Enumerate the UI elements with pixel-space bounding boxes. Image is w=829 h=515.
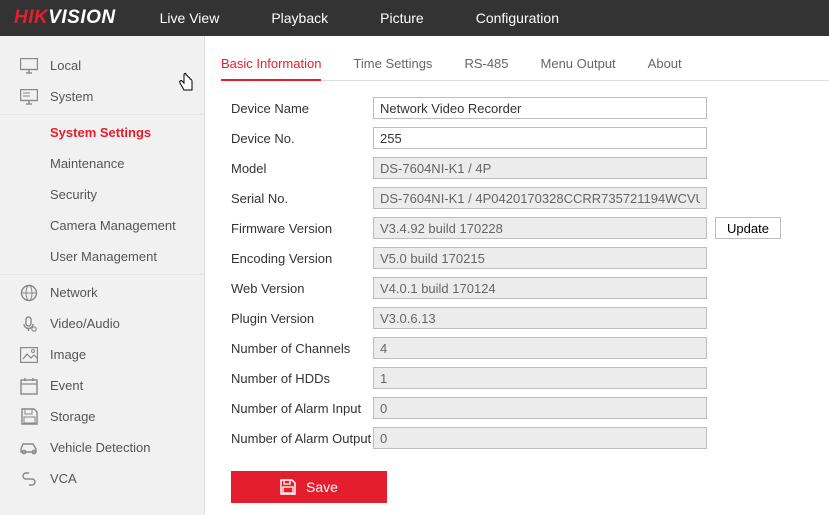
nav-configuration[interactable]: Configuration <box>450 0 585 36</box>
label-serial: Serial No. <box>221 191 373 206</box>
input-hdds <box>373 367 707 389</box>
sidebar-item-vehicle[interactable]: Vehicle Detection <box>0 432 204 463</box>
sidebar-item-video-audio[interactable]: Video/Audio <box>0 308 204 339</box>
sidebar-label-vca: VCA <box>50 471 77 486</box>
sidebar-sub-camera-management[interactable]: Camera Management <box>0 210 204 241</box>
sidebar-sub-maintenance[interactable]: Maintenance <box>0 148 204 179</box>
main-panel: Basic Information Time Settings RS-485 M… <box>205 36 829 515</box>
brand-suffix: VISION <box>48 7 115 28</box>
globe-icon <box>18 282 40 304</box>
label-alarm-out: Number of Alarm Output <box>221 431 373 446</box>
sidebar-item-vca[interactable]: VCA <box>0 463 204 494</box>
tab-time-settings[interactable]: Time Settings <box>353 50 432 80</box>
nav-live-view[interactable]: Live View <box>134 0 246 36</box>
input-channels <box>373 337 707 359</box>
sidebar-label-event: Event <box>50 378 83 393</box>
basic-info-form: Device Name Device No. Model Serial No. … <box>221 81 829 503</box>
sidebar-label-image: Image <box>50 347 86 362</box>
label-channels: Number of Channels <box>221 341 373 356</box>
topnav: Live View Playback Picture Configuration <box>134 0 585 36</box>
sidebar-item-network[interactable]: Network <box>0 277 204 308</box>
sidebar-sub-user-management[interactable]: User Management <box>0 241 204 272</box>
nav-picture[interactable]: Picture <box>354 0 450 36</box>
calendar-icon <box>18 375 40 397</box>
car-icon <box>18 437 40 459</box>
input-model <box>373 157 707 179</box>
input-alarm-out <box>373 427 707 449</box>
floppy-icon <box>18 406 40 428</box>
link-icon <box>18 468 40 490</box>
update-button[interactable]: Update <box>715 217 781 239</box>
brand-logo: HIKVISION <box>0 7 134 29</box>
label-hdds: Number of HDDs <box>221 371 373 386</box>
label-encoding: Encoding Version <box>221 251 373 266</box>
input-plugin <box>373 307 707 329</box>
input-serial <box>373 187 707 209</box>
save-button-label: Save <box>306 479 338 495</box>
label-device-name: Device Name <box>221 101 373 116</box>
brand-prefix: HIK <box>14 7 48 28</box>
label-firmware: Firmware Version <box>221 221 373 236</box>
sidebar-label-system: System <box>50 89 93 104</box>
system-icon <box>18 86 40 108</box>
label-model: Model <box>221 161 373 176</box>
save-icon <box>280 479 296 495</box>
sidebar-item-storage[interactable]: Storage <box>0 401 204 432</box>
label-device-no: Device No. <box>221 131 373 146</box>
sidebar-submenu: System Settings Maintenance Security Cam… <box>0 114 204 275</box>
sidebar-label-storage: Storage <box>50 409 96 424</box>
sidebar-label-local: Local <box>50 58 81 73</box>
tabs: Basic Information Time Settings RS-485 M… <box>221 50 829 81</box>
input-web <box>373 277 707 299</box>
tab-basic-information[interactable]: Basic Information <box>221 50 321 81</box>
monitor-icon <box>18 55 40 77</box>
sidebar-item-system[interactable]: System <box>0 81 204 112</box>
label-plugin: Plugin Version <box>221 311 373 326</box>
save-button[interactable]: Save <box>231 471 387 503</box>
nav-playback[interactable]: Playback <box>245 0 354 36</box>
tab-about[interactable]: About <box>648 50 682 80</box>
sidebar-item-local[interactable]: Local <box>0 50 204 81</box>
image-icon <box>18 344 40 366</box>
sidebar-label-vehicle: Vehicle Detection <box>50 440 150 455</box>
sidebar-item-event[interactable]: Event <box>0 370 204 401</box>
sidebar-sub-system-settings[interactable]: System Settings <box>0 117 204 148</box>
tab-rs485[interactable]: RS-485 <box>464 50 508 80</box>
sidebar-label-video-audio: Video/Audio <box>50 316 120 331</box>
input-device-name[interactable] <box>373 97 707 119</box>
mic-icon <box>18 313 40 335</box>
input-alarm-in <box>373 397 707 419</box>
sidebar-sub-security[interactable]: Security <box>0 179 204 210</box>
input-firmware <box>373 217 707 239</box>
label-web: Web Version <box>221 281 373 296</box>
input-encoding <box>373 247 707 269</box>
tab-menu-output[interactable]: Menu Output <box>541 50 616 80</box>
input-device-no[interactable] <box>373 127 707 149</box>
topbar: HIKVISION Live View Playback Picture Con… <box>0 0 829 36</box>
sidebar: Local System System Settings Maintenance… <box>0 36 205 515</box>
label-alarm-in: Number of Alarm Input <box>221 401 373 416</box>
sidebar-label-network: Network <box>50 285 98 300</box>
sidebar-item-image[interactable]: Image <box>0 339 204 370</box>
